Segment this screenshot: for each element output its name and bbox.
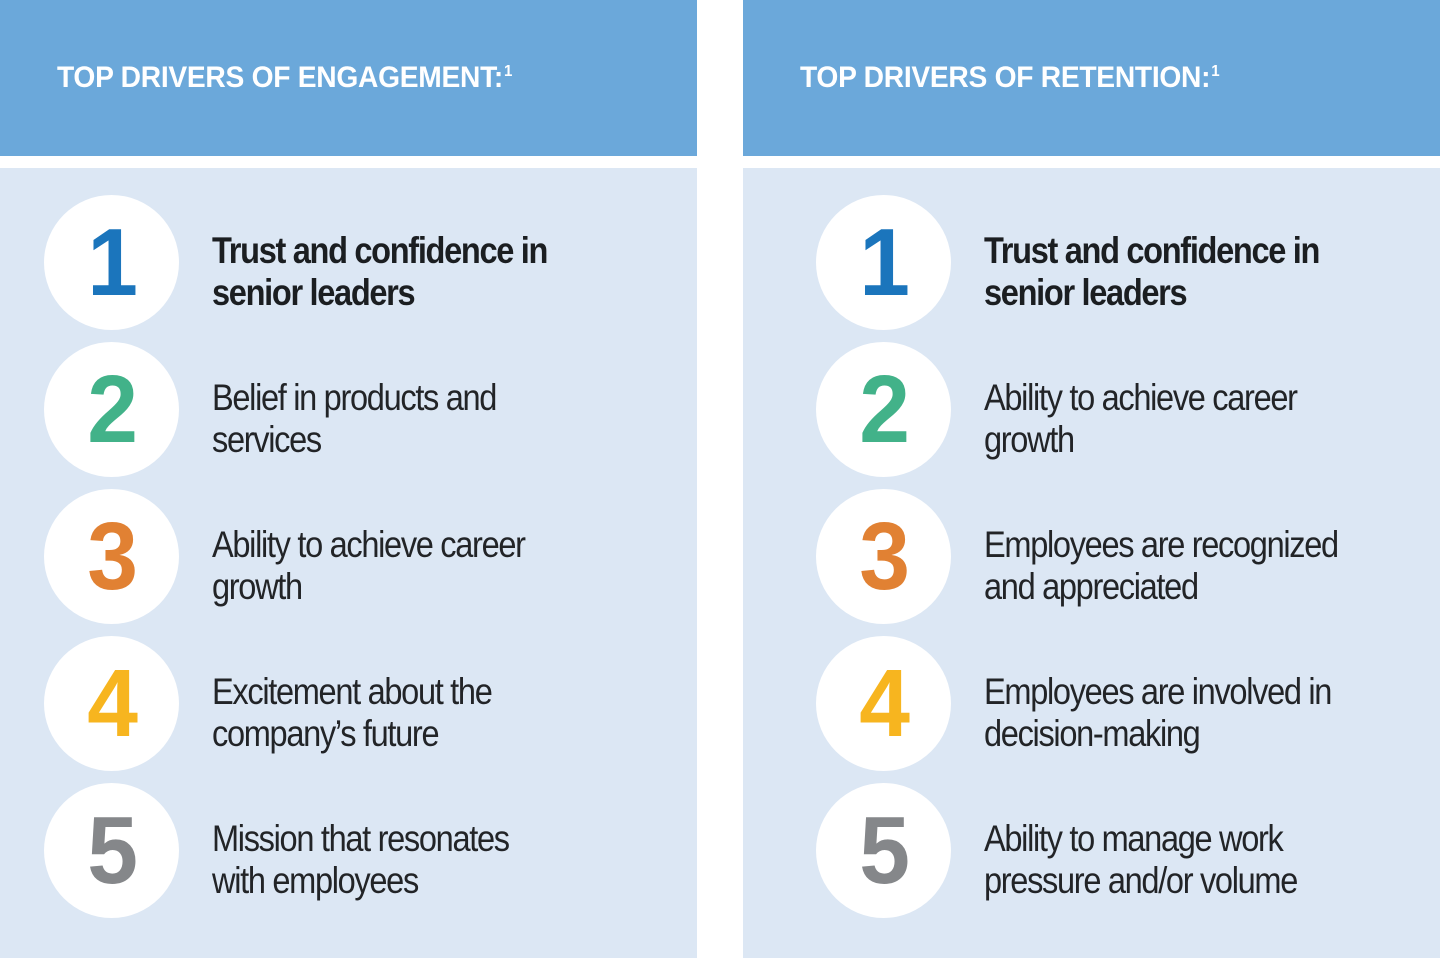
item-text: Ability to achieve career growth <box>212 523 526 607</box>
rank-number: 5 <box>859 796 910 904</box>
list-item: 2 Ability to achieve career growth <box>743 336 1440 483</box>
number-circle: 4 <box>816 636 951 771</box>
panel-title-text: TOP DRIVERS OF ENGAGEMENT: <box>57 61 504 94</box>
panel-header-engagement: TOP DRIVERS OF ENGAGEMENT:1 <box>0 0 697 156</box>
number-circle: 1 <box>816 195 951 330</box>
rank-number: 4 <box>859 649 910 757</box>
panel-title-engagement: TOP DRIVERS OF ENGAGEMENT:1 <box>57 61 512 95</box>
number-circle: 2 <box>816 342 951 477</box>
rank-number: 4 <box>87 649 138 757</box>
item-text: Ability to manage work pressure and/or v… <box>984 817 1298 901</box>
rank-number: 2 <box>859 355 910 463</box>
footnote-marker: 1 <box>503 63 513 80</box>
panel-engagement: TOP DRIVERS OF ENGAGEMENT:1 1 Trust and … <box>0 0 697 958</box>
item-text: Trust and confidence in senior leaders <box>984 229 1320 313</box>
rank-number: 3 <box>87 502 138 610</box>
rank-number: 2 <box>87 355 138 463</box>
rank-number: 1 <box>87 208 138 316</box>
item-text: Ability to achieve career growth <box>984 376 1298 460</box>
number-circle: 3 <box>816 489 951 624</box>
list-item: 4 Employees are involved in decision-mak… <box>743 630 1440 777</box>
item-text: Belief in products and services <box>212 376 497 460</box>
footnote-marker: 1 <box>1211 63 1220 80</box>
item-text: Trust and confidence in senior leaders <box>212 229 548 313</box>
item-text: Employees are involved in decision-makin… <box>984 670 1332 754</box>
rank-number: 5 <box>87 796 138 904</box>
list-item: 3 Ability to achieve career growth <box>0 483 697 630</box>
rank-number: 1 <box>859 208 910 316</box>
panel-title-retention: TOP DRIVERS OF RETENTION:1 <box>800 61 1220 95</box>
list-item: 2 Belief in products and services <box>0 336 697 483</box>
number-circle: 2 <box>44 342 179 477</box>
drivers-list-retention: 1 Trust and confidence in senior leaders… <box>743 168 1440 958</box>
list-item: 3 Employees are recognized and appreciat… <box>743 483 1440 630</box>
number-circle: 4 <box>44 636 179 771</box>
list-item: 5 Mission that resonates with employees <box>0 777 697 924</box>
item-text: Employees are recognized and appreciated <box>984 523 1339 607</box>
list-item: 5 Ability to manage work pressure and/or… <box>743 777 1440 924</box>
list-item: 1 Trust and confidence in senior leaders <box>0 189 697 336</box>
number-circle: 3 <box>44 489 179 624</box>
rank-number: 3 <box>859 502 910 610</box>
number-circle: 5 <box>816 783 951 918</box>
number-circle: 1 <box>44 195 179 330</box>
item-text: Mission that resonates with employees <box>212 817 510 901</box>
panel-header-retention: TOP DRIVERS OF RETENTION:1 <box>743 0 1440 156</box>
item-text: Excitement about the company’s future <box>212 670 493 754</box>
number-circle: 5 <box>44 783 179 918</box>
drivers-list-engagement: 1 Trust and confidence in senior leaders… <box>0 168 697 958</box>
list-item: 1 Trust and confidence in senior leaders <box>743 189 1440 336</box>
panel-title-text: TOP DRIVERS OF RETENTION: <box>800 61 1211 94</box>
list-item: 4 Excitement about the company’s future <box>0 630 697 777</box>
panel-retention: TOP DRIVERS OF RETENTION:1 1 Trust and c… <box>743 0 1440 958</box>
